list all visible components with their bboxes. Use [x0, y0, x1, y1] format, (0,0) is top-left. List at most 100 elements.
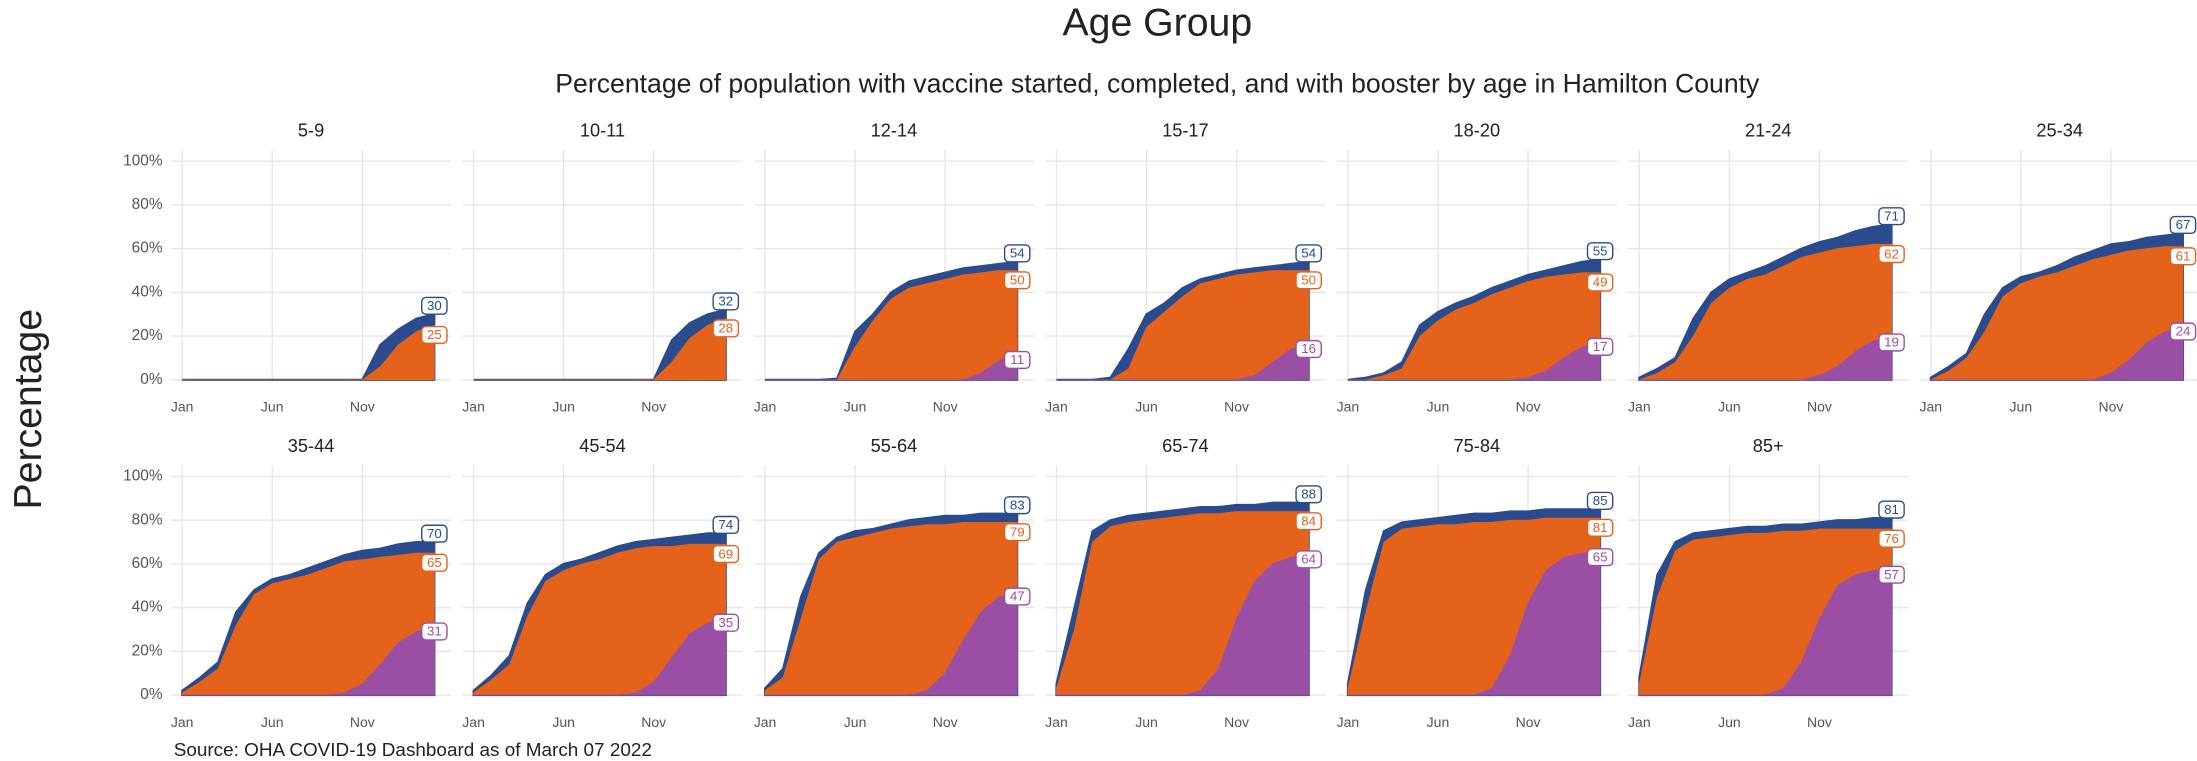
value-label: 32 [718, 294, 733, 309]
panel-title: 12-14 [871, 121, 918, 141]
value-label-box [712, 515, 740, 535]
y-tick-label: 60% [132, 240, 163, 257]
y-axis-label: Percentage [6, 309, 50, 510]
x-tick-label: Jan [1337, 714, 1360, 730]
value-label: 65 [1593, 549, 1608, 564]
value-label: 79 [1010, 524, 1025, 539]
x-tick-label: Jun [261, 399, 284, 415]
value-label: 71 [1884, 208, 1899, 223]
value-label: 84 [1301, 513, 1316, 528]
value-label-box [1878, 565, 1905, 584]
x-tick-label: Jun [1718, 399, 1741, 415]
x-tick-label: Jun [1135, 399, 1158, 415]
x-tick-label: Nov [641, 399, 666, 415]
x-tick-label: Nov [1516, 714, 1541, 730]
x-tick-label: Jun [552, 714, 575, 730]
value-label: 76 [1884, 531, 1899, 546]
x-tick-label: Nov [1224, 399, 1249, 415]
y-tick-label: 20% [132, 642, 163, 659]
x-tick-label: Nov [933, 399, 958, 415]
x-tick-label: Nov [2098, 399, 2123, 415]
x-tick-label: Jan [1628, 714, 1651, 730]
x-tick-label: Jan [1919, 399, 1942, 415]
chart-subtitle: Percentage of population with vaccine st… [555, 69, 1760, 99]
value-label-box [2169, 322, 2197, 341]
value-label-box [1878, 207, 1905, 226]
x-tick-label: Jan [1045, 714, 1068, 730]
area [473, 543, 727, 696]
x-tick-label: Jan [171, 399, 194, 415]
area [181, 552, 435, 696]
panel-title: 85+ [1753, 436, 1784, 456]
panel-title: 35-44 [288, 436, 335, 456]
value-label: 62 [1884, 246, 1899, 261]
value-label-box [1295, 485, 1322, 504]
value-label: 24 [2176, 324, 2191, 339]
x-tick-label: Jun [1135, 714, 1158, 730]
x-tick-label: Nov [350, 714, 375, 730]
value-label-box [421, 622, 448, 641]
value-label-box [1878, 500, 1905, 519]
value-label: 69 [718, 546, 733, 561]
y-tick-label: 60% [132, 555, 163, 572]
y-tick-label: 0% [140, 686, 163, 703]
panel-title: 55-64 [871, 436, 918, 456]
value-label: 54 [1301, 246, 1316, 261]
value-label-box [1586, 491, 1614, 510]
panel-title: 75-84 [1454, 436, 1501, 456]
value-label: 74 [718, 517, 733, 532]
value-label-box [712, 544, 740, 564]
value-label: 50 [1301, 273, 1316, 288]
value-label-box [1295, 550, 1322, 569]
panel-title: 15-17 [1162, 121, 1209, 141]
x-tick-label: Jun [1718, 714, 1741, 730]
value-label-box [1878, 529, 1905, 548]
x-tick-label: Jan [1337, 399, 1360, 415]
x-tick-label: Nov [350, 399, 375, 415]
value-label-box [1586, 337, 1614, 356]
area [1639, 243, 1892, 381]
value-label: 16 [1301, 341, 1316, 356]
value-label-box [1295, 244, 1322, 263]
value-label: 55 [1593, 243, 1608, 258]
value-label: 81 [1884, 502, 1899, 517]
x-tick-label: Nov [1807, 399, 1832, 415]
x-tick-label: Jun [1427, 714, 1450, 730]
value-label-box [1003, 271, 1031, 290]
value-label: 50 [1010, 273, 1025, 288]
value-label-box [1003, 523, 1031, 542]
x-tick-label: Jan [171, 714, 194, 730]
x-tick-label: Jan [462, 714, 485, 730]
value-label: 85 [1593, 493, 1608, 508]
y-tick-label: 100% [123, 152, 163, 169]
source-note: Source: OHA COVID-19 Dashboard as of Mar… [174, 740, 652, 761]
value-label: 57 [1884, 567, 1899, 582]
value-label-box [1295, 512, 1322, 531]
x-tick-label: Jun [552, 399, 575, 415]
value-label-box [1003, 587, 1031, 606]
x-tick-label: Nov [1516, 399, 1541, 415]
x-tick-label: Nov [933, 714, 958, 730]
x-tick-label: Jun [844, 714, 867, 730]
value-label-box [1878, 333, 1905, 352]
y-tick-label: 80% [132, 511, 163, 528]
value-label: 35 [718, 615, 733, 630]
value-label-box [1295, 271, 1322, 290]
value-label: 17 [1593, 339, 1608, 354]
value-label: 83 [1010, 497, 1025, 512]
value-label-box [421, 325, 448, 345]
panel-title: 45-54 [579, 436, 626, 456]
value-label-box [1586, 242, 1614, 261]
x-tick-label: Jan [462, 399, 485, 415]
value-label-box [1586, 273, 1614, 292]
x-tick-label: Jun [2010, 399, 2033, 415]
value-label-box [712, 613, 740, 632]
y-tick-label: 20% [132, 327, 163, 344]
area [764, 522, 1018, 696]
value-label: 11 [1010, 352, 1024, 367]
value-label: 47 [1010, 589, 1025, 604]
y-tick-label: 80% [132, 196, 163, 213]
value-label: 67 [2176, 217, 2191, 232]
area [1347, 272, 1601, 381]
